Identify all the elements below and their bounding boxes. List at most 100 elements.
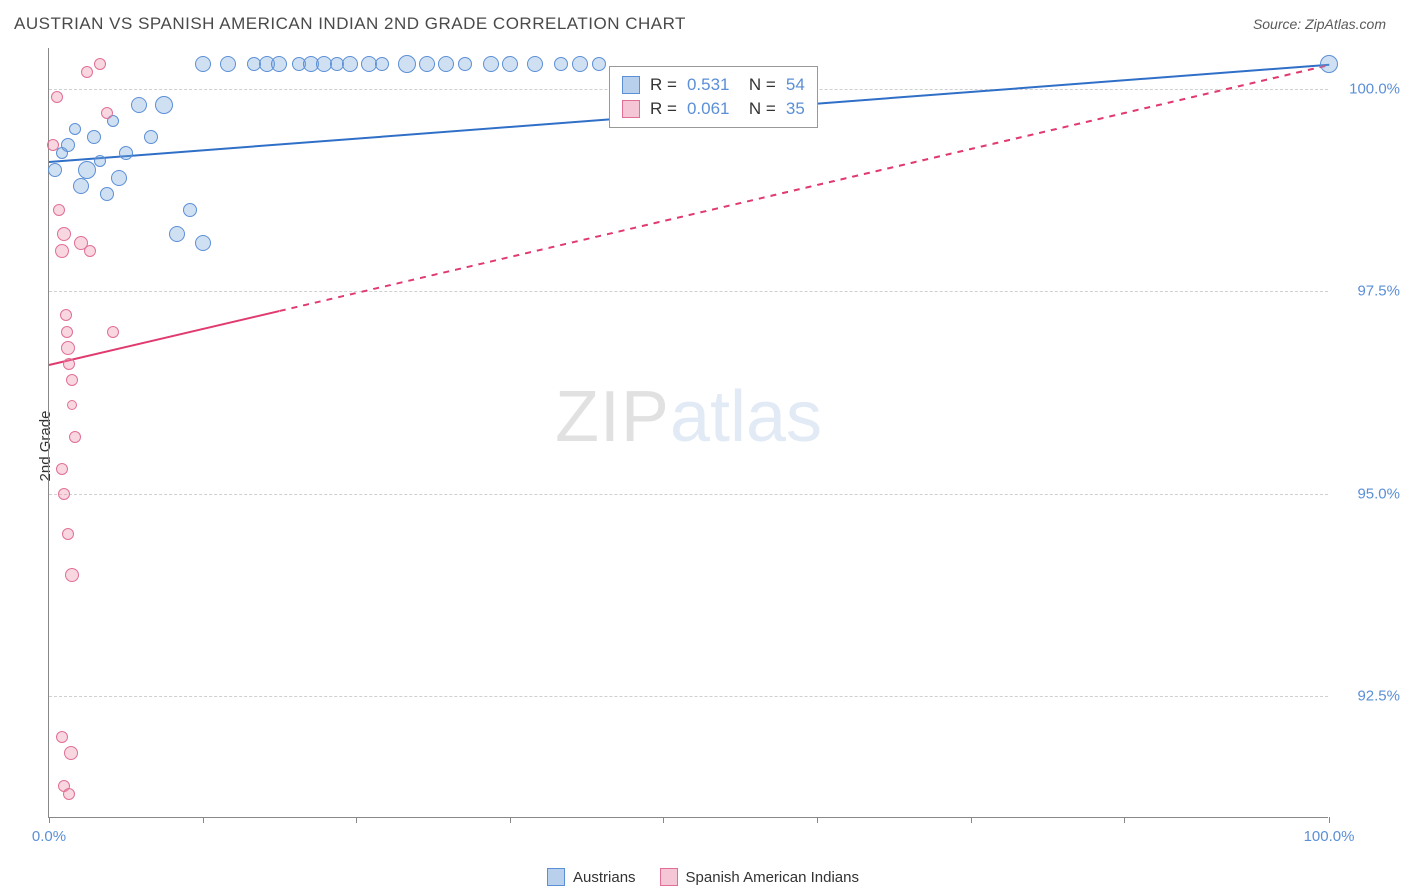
grid-line bbox=[49, 696, 1328, 697]
legend-label: Austrians bbox=[573, 869, 636, 886]
scatter-point bbox=[67, 400, 77, 410]
chart-legend: Austrians Spanish American Indians bbox=[547, 868, 859, 886]
legend-item: Spanish American Indians bbox=[660, 868, 859, 886]
scatter-point bbox=[73, 178, 89, 194]
ytick-label: 92.5% bbox=[1335, 688, 1400, 705]
scatter-point bbox=[119, 146, 133, 160]
scatter-point bbox=[94, 155, 106, 167]
legend-item: Austrians bbox=[547, 868, 636, 886]
legend-label: Spanish American Indians bbox=[686, 869, 859, 886]
scatter-point bbox=[66, 374, 78, 386]
scatter-point bbox=[94, 58, 106, 70]
scatter-point bbox=[183, 203, 197, 217]
scatter-point bbox=[592, 57, 606, 71]
chart-source: Source: ZipAtlas.com bbox=[1253, 16, 1386, 32]
scatter-point bbox=[131, 97, 147, 113]
stats-n-label: N = bbox=[739, 99, 775, 119]
scatter-point bbox=[61, 138, 75, 152]
xtick-label: 100.0% bbox=[1304, 828, 1355, 845]
stats-r-label: R = bbox=[650, 99, 677, 119]
scatter-point bbox=[195, 235, 211, 251]
series-swatch bbox=[622, 76, 640, 94]
scatter-point bbox=[84, 245, 96, 257]
scatter-point bbox=[398, 55, 416, 73]
scatter-point bbox=[100, 187, 114, 201]
scatter-point bbox=[220, 56, 236, 72]
scatter-point bbox=[419, 56, 435, 72]
stats-row: R = 0.531 N = 54 bbox=[622, 73, 805, 97]
scatter-point bbox=[554, 57, 568, 71]
xtick bbox=[1124, 817, 1125, 823]
scatter-point bbox=[101, 107, 113, 119]
xtick bbox=[356, 817, 357, 823]
scatter-point bbox=[502, 56, 518, 72]
watermark-atlas: atlas bbox=[670, 377, 822, 457]
scatter-point bbox=[195, 56, 211, 72]
scatter-point bbox=[48, 163, 62, 177]
xtick bbox=[203, 817, 204, 823]
xtick bbox=[49, 817, 50, 823]
xtick bbox=[510, 817, 511, 823]
scatter-point bbox=[87, 130, 101, 144]
scatter-point bbox=[483, 56, 499, 72]
xtick bbox=[1329, 817, 1330, 823]
scatter-point bbox=[62, 528, 74, 540]
scatter-point bbox=[57, 227, 71, 241]
xtick bbox=[663, 817, 664, 823]
watermark: ZIPatlas bbox=[555, 376, 822, 458]
scatter-point bbox=[53, 204, 65, 216]
stats-row: R = 0.061 N = 35 bbox=[622, 97, 805, 121]
scatter-point bbox=[527, 56, 543, 72]
scatter-point bbox=[342, 56, 358, 72]
xtick-label: 0.0% bbox=[32, 828, 66, 845]
ytick-label: 100.0% bbox=[1335, 80, 1400, 97]
scatter-point bbox=[438, 56, 454, 72]
stats-box: R = 0.531 N = 54R = 0.061 N = 35 bbox=[609, 66, 818, 128]
scatter-point bbox=[61, 326, 73, 338]
scatter-point bbox=[375, 57, 389, 71]
ytick-label: 95.0% bbox=[1335, 485, 1400, 502]
ytick-label: 97.5% bbox=[1335, 283, 1400, 300]
chart-plot-area: ZIPatlas 100.0%97.5%95.0%92.5%0.0%100.0%… bbox=[48, 48, 1328, 818]
scatter-point bbox=[111, 170, 127, 186]
xtick bbox=[971, 817, 972, 823]
stats-r-value: 0.531 bbox=[687, 75, 730, 95]
scatter-point bbox=[1320, 55, 1338, 73]
scatter-point bbox=[144, 130, 158, 144]
stats-n-value: 35 bbox=[786, 99, 805, 119]
scatter-point bbox=[58, 488, 70, 500]
chart-header: AUSTRIAN VS SPANISH AMERICAN INDIAN 2ND … bbox=[0, 0, 1406, 42]
scatter-point bbox=[63, 358, 75, 370]
scatter-point bbox=[47, 139, 59, 151]
scatter-point bbox=[56, 731, 68, 743]
scatter-point bbox=[458, 57, 472, 71]
scatter-point bbox=[107, 326, 119, 338]
xtick bbox=[817, 817, 818, 823]
scatter-point bbox=[81, 66, 93, 78]
watermark-zip: ZIP bbox=[555, 377, 670, 457]
stats-n-value: 54 bbox=[786, 75, 805, 95]
series-swatch bbox=[622, 100, 640, 118]
grid-line bbox=[49, 291, 1328, 292]
scatter-point bbox=[155, 96, 173, 114]
legend-swatch bbox=[547, 868, 565, 886]
stats-n-label: N = bbox=[739, 75, 775, 95]
chart-title: AUSTRIAN VS SPANISH AMERICAN INDIAN 2ND … bbox=[14, 14, 686, 34]
scatter-point bbox=[69, 123, 81, 135]
scatter-point bbox=[572, 56, 588, 72]
scatter-point bbox=[51, 91, 63, 103]
scatter-point bbox=[64, 746, 78, 760]
scatter-point bbox=[60, 309, 72, 321]
stats-r-value: 0.061 bbox=[687, 99, 730, 119]
grid-line bbox=[49, 494, 1328, 495]
scatter-point bbox=[69, 431, 81, 443]
scatter-point bbox=[169, 226, 185, 242]
scatter-point bbox=[61, 341, 75, 355]
scatter-point bbox=[65, 568, 79, 582]
legend-swatch bbox=[660, 868, 678, 886]
scatter-point bbox=[271, 56, 287, 72]
scatter-point bbox=[55, 244, 69, 258]
scatter-point bbox=[63, 788, 75, 800]
stats-r-label: R = bbox=[650, 75, 677, 95]
scatter-point bbox=[56, 463, 68, 475]
